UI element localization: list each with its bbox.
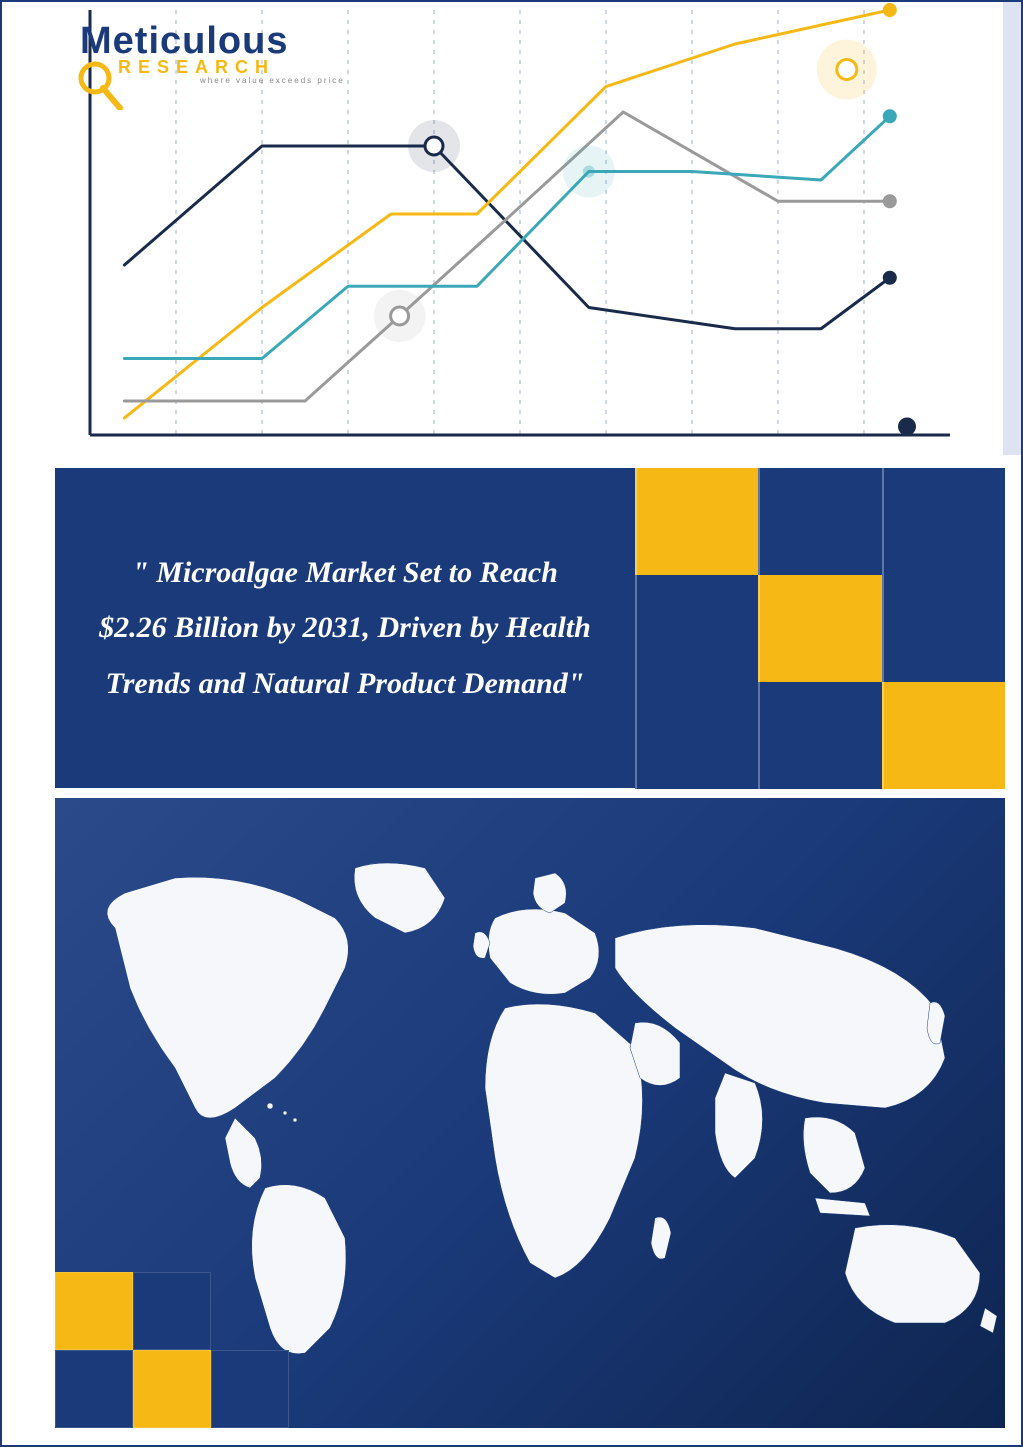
logo-sub-text: RESEARCH xyxy=(118,57,345,78)
headline-panel: " Microalgae Market Set to Reach $2.26 B… xyxy=(55,468,635,788)
brand-logo: Meticulous RESEARCH where value exceeds … xyxy=(80,20,345,85)
world-map-panel xyxy=(55,798,1005,1428)
right-accent-stripe xyxy=(1003,0,1023,455)
decorative-squares-top xyxy=(635,468,1005,788)
logo-tagline: where value exceeds price xyxy=(200,76,345,85)
headline-text: " Microalgae Market Set to Reach $2.26 B… xyxy=(95,545,595,712)
magnifier-swoosh-icon xyxy=(75,60,125,110)
decorative-squares-map-corner xyxy=(55,1272,289,1428)
